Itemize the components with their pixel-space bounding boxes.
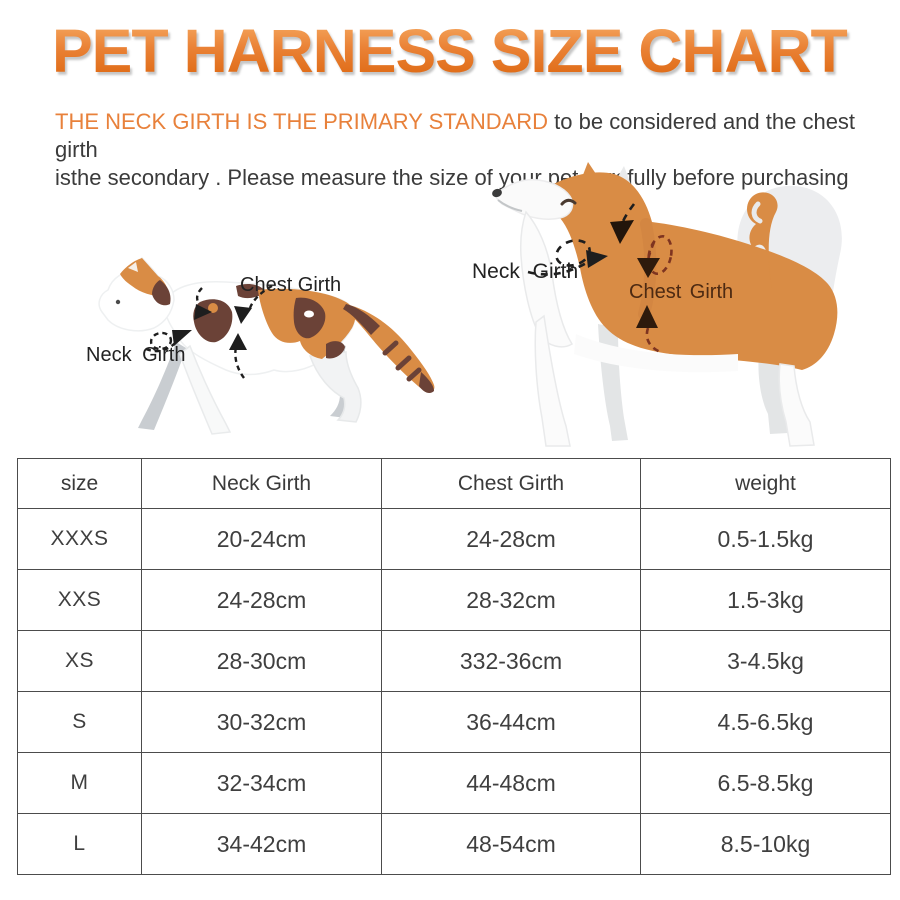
col-header-size: size (17, 458, 142, 509)
cell-size: L (17, 813, 142, 875)
cat-tail-base-brown (343, 304, 380, 335)
cat-neck-girth-marker (145, 331, 179, 353)
page-title: PET HARNESS SIZE CHART (52, 16, 872, 86)
cell-chest-girth: 44-48cm (381, 752, 641, 814)
cat-neck-girth-label: Neck Girth (86, 344, 186, 366)
cell-weight: 3-4.5kg (640, 630, 891, 692)
dog-tail (747, 192, 778, 290)
cat-rear-patch-orange (258, 288, 356, 359)
cat-eye (115, 299, 121, 305)
cell-weight: 4.5-6.5kg (640, 691, 891, 753)
dog-measurement-diagram: Neck Girth Chest Girth (438, 156, 888, 458)
cell-chest-girth: 332-36cm (381, 630, 641, 692)
cell-weight: 0.5-1.5kg (640, 508, 891, 570)
cell-weight: 8.5-10kg (640, 813, 891, 875)
cat-neck-arrowhead-icon (172, 330, 192, 346)
cat-head (98, 256, 175, 332)
subtitle-line2: isthe secondary . Please measure the siz… (55, 165, 849, 190)
cat-cheek-patch-brown (152, 280, 171, 306)
dog-body (536, 172, 838, 370)
size-table-header-row: size Neck Girth Chest Girth weight (17, 458, 891, 509)
dog-shadow (737, 185, 842, 346)
dog-chest-arrowhead-down-icon (637, 258, 660, 278)
dog-neck-arrowhead-icon (586, 250, 608, 268)
cell-chest-girth: 36-44cm (381, 691, 641, 753)
cat-tail-tip-brown (419, 372, 434, 394)
dog-neck-girth-label: Neck Girth (472, 260, 579, 283)
subtitle-highlight: THE NECK GIRTH IS THE PRIMARY STANDARD (55, 109, 549, 134)
cat-shoulder-spot-orange (208, 303, 218, 313)
dog-eye (560, 198, 577, 206)
cell-size: S (17, 691, 142, 753)
col-header-neck-girth: Neck Girth (141, 458, 382, 509)
dog-neck-shading (638, 218, 657, 320)
cell-neck-girth: 20-24cm (141, 508, 382, 570)
subtitle: THE NECK GIRTH IS THE PRIMARY STANDARD t… (55, 108, 870, 192)
dog-withers-arrowhead-icon (610, 220, 634, 244)
dog-belly (574, 334, 738, 373)
table-row-m: M 32-34cm 44-48cm 6.5-8.5kg (17, 752, 891, 814)
col-header-chest-girth: Chest Girth (381, 458, 641, 509)
cell-size: XS (17, 630, 142, 692)
table-row-xxxs: XXXS 20-24cm 24-28cm 0.5-1.5kg (17, 508, 891, 570)
subtitle-line1-rest: to be considered and the chest girth (55, 109, 856, 162)
cell-size: XXS (17, 569, 142, 631)
cell-chest-girth: 48-54cm (381, 813, 641, 875)
cell-size: XXXS (17, 508, 142, 570)
table-row-xs: XS 28-30cm 332-36cm 3-4.5kg (17, 630, 891, 692)
subtitle-line1: THE NECK GIRTH IS THE PRIMARY STANDARD t… (55, 108, 870, 164)
cell-weight: 1.5-3kg (640, 569, 891, 631)
cell-neck-girth: 28-30cm (141, 630, 382, 692)
cell-neck-girth: 34-42cm (141, 813, 382, 875)
table-row-xxs: XXS 24-28cm 28-32cm 1.5-3kg (17, 569, 891, 631)
cell-size: M (17, 752, 142, 814)
table-row-s: S 30-32cm 36-44cm 4.5-6.5kg (17, 691, 891, 753)
cell-neck-girth: 32-34cm (141, 752, 382, 814)
dog-hind-leg (778, 363, 815, 447)
cell-neck-girth: 24-28cm (141, 569, 382, 631)
table-row-l: L 34-42cm 48-54cm 8.5-10kg (17, 813, 891, 875)
dog-tail-inner (751, 201, 763, 224)
dog-far-legs (598, 324, 788, 441)
cat-chest-girth-label: Chest Girth (240, 274, 342, 296)
dog-chest (520, 210, 574, 348)
cat-far-legs (138, 342, 353, 430)
dog-front-leg (534, 314, 571, 447)
cat-back-patch-brown (236, 284, 266, 299)
cat-rear-patch-brown (293, 297, 326, 339)
size-table: size Neck Girth Chest Girth weight XXXS … (17, 458, 891, 875)
cell-neck-girth: 30-32cm (141, 691, 382, 753)
cat-belly-arrowhead-up-icon (229, 333, 247, 350)
dog-withers-marker (620, 203, 636, 225)
cat-haunch-patch-brown (326, 341, 345, 359)
dog-illustration (492, 162, 842, 447)
cat-body (163, 280, 356, 376)
cat-tail (344, 304, 435, 393)
dog-chest-girth-label: Chest Girth (629, 281, 734, 303)
cat-head-patch-orange (120, 258, 170, 297)
cat-hind-leg (308, 351, 362, 423)
cell-chest-girth: 24-28cm (381, 508, 641, 570)
cat-withers-arrowhead-icon (194, 304, 212, 320)
cat-chest-arrowhead-down-icon (234, 306, 252, 324)
dog-mouth (497, 199, 523, 212)
dog-chest-girth-marker (645, 234, 673, 355)
cat-front-leg (179, 344, 232, 435)
dog-neck-girth-marker (527, 239, 591, 276)
cell-weight: 6.5-8.5kg (640, 752, 891, 814)
cat-tail-stripes (382, 340, 422, 382)
col-header-weight: weight (640, 458, 891, 509)
cell-chest-girth: 28-32cm (381, 569, 641, 631)
cat-chest-girth-marker (195, 284, 273, 379)
cat-measurement-diagram: Neck Girth Chest Girth (80, 246, 450, 451)
cat-shoulder-patch-brown (193, 299, 233, 343)
cat-ear-patch-brown (142, 260, 156, 280)
cat-illustration (98, 256, 435, 435)
dog-belly-arrowhead-up-icon (636, 305, 658, 328)
cat-white-spot (304, 310, 314, 318)
cat-ear-inner (128, 262, 138, 272)
